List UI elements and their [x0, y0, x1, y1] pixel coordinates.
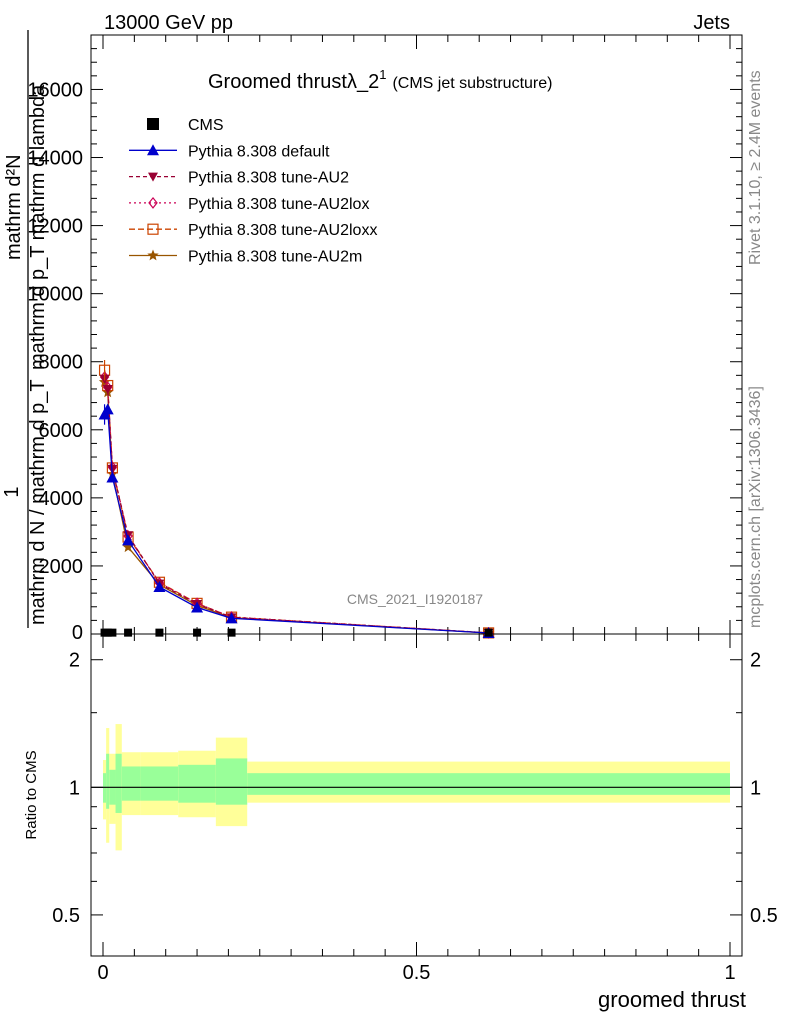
main-y-ticks: 2000 4000 6000 8000 10000 12000 14000 16000 0	[27, 48, 742, 644]
data-point	[225, 612, 238, 624]
ratio-y-tick-label: 1	[69, 777, 80, 799]
data-point	[102, 384, 113, 394]
x-tick-label: 0.5	[403, 962, 431, 984]
ratio-panel: 0.5 0.51 12 2 0 0.5 1	[52, 633, 778, 984]
main-y-tick-label: 14000	[27, 148, 83, 170]
data-point-cms	[227, 628, 236, 637]
legend-label: CMS	[188, 117, 224, 134]
main-y-tick-label: 10000	[27, 284, 83, 306]
ratio-y-tick-label-right: 2	[750, 650, 761, 672]
data-point	[101, 403, 114, 415]
header-left: 13000 GeV pp	[104, 12, 233, 34]
main-y-tick-label: 16000	[27, 79, 83, 101]
ratio-y-label: Ratio to CMS	[23, 750, 40, 839]
ratio-y-tick-label: 0.5	[52, 905, 80, 927]
data-point-cms	[193, 628, 202, 637]
data-point	[106, 471, 119, 483]
data-point-cms	[484, 628, 493, 637]
chart-title-main: Groomed thrustλ_2	[208, 71, 379, 93]
main-y-tick-label: 6000	[39, 420, 84, 442]
main-y-tick-label: 12000	[27, 216, 83, 238]
ratio-y-tick-label: 2	[69, 650, 80, 672]
header-right: Jets	[693, 12, 730, 34]
y-label-one: 1	[1, 486, 23, 497]
data-point-cms	[108, 628, 117, 637]
main-y-label: 1 mathrm d²N mathrm d p_T mathrm d lambd…	[1, 30, 49, 628]
ratio-band-green	[178, 764, 216, 803]
x-tick-label: 0	[97, 962, 108, 984]
legend-label: Pythia 8.308 tune-AU2lox	[188, 196, 369, 213]
data-point-cms	[103, 628, 112, 637]
mcplots-label: mcplots.cern.ch [arXiv:1306.3436]	[747, 386, 764, 628]
main-y-tick-label: 8000	[39, 352, 84, 374]
legend-label: Pythia 8.308 tune-AU2m	[188, 249, 362, 266]
analysis-watermark: CMS_2021_I1920187	[347, 591, 483, 607]
data-point-cms	[124, 628, 133, 637]
ratio-band-green	[247, 773, 730, 795]
legend-marker	[147, 249, 159, 261]
main-series	[98, 360, 495, 639]
ratio-y-tick-label-right: 1	[750, 777, 761, 799]
legend: CMS Pythia 8.308 default Pythia 8.308 tune…	[129, 117, 377, 266]
legend-marker	[148, 172, 158, 182]
y-label-num-top: mathrm d²N	[3, 154, 25, 260]
legend-marker	[147, 144, 159, 156]
x-tick-label: 1	[724, 962, 735, 984]
ratio-band-green	[140, 766, 179, 801]
ratio-y-tick-label-right: 0.5	[750, 905, 778, 927]
legend-marker-cms	[147, 118, 159, 130]
data-point-cms	[155, 628, 164, 637]
data-point	[122, 541, 134, 553]
series-line	[103, 378, 489, 634]
legend-label: Pythia 8.308 tune-AU2loxx	[188, 222, 377, 239]
legend-marker	[148, 196, 158, 209]
data-point	[122, 534, 135, 546]
ratio-band-green	[215, 758, 248, 805]
main-y-tick-label: 2000	[39, 556, 84, 578]
ratio-x-ticks: 0 0.5 1	[97, 634, 736, 984]
main-y-tick-label: 4000	[39, 488, 84, 510]
chart-title: Groomed thrustλ_21 (CMS jet substructure)	[208, 67, 552, 93]
chart-title-sup: 1	[379, 67, 386, 82]
main-panel: 2000 4000 6000 8000 10000 12000 14000 16000 0	[27, 34, 743, 644]
series-line	[104, 407, 489, 634]
x-axis-label: groomed thrust	[598, 987, 746, 1012]
legend-label: Pythia 8.308 tune-AU2	[188, 170, 349, 187]
main-y-zero-label: 0	[72, 622, 83, 644]
chart-title-subtitle: (CMS jet substructure)	[392, 75, 552, 92]
rivet-label: Rivet 3.1.10, ≥ 2.4M events	[747, 70, 764, 265]
legend-label: Pythia 8.308 default	[188, 143, 330, 160]
ratio-y-ticks: 0.5 0.5 1 1 2 2	[52, 650, 778, 927]
main-x-ticks	[102, 35, 731, 634]
ratio-band-green	[106, 753, 110, 809]
data-point	[153, 581, 166, 593]
ratio-band-green	[121, 766, 141, 801]
ratio-bands	[103, 724, 730, 851]
data-point	[191, 601, 204, 613]
y-label-denominator: mathrm d N / mathrm d p_T	[27, 379, 49, 625]
ratio-band-green	[115, 753, 122, 813]
y-label-num-bottom: mathrm d p_T mathrm d lambda	[27, 84, 49, 370]
legend-marker	[147, 223, 159, 235]
